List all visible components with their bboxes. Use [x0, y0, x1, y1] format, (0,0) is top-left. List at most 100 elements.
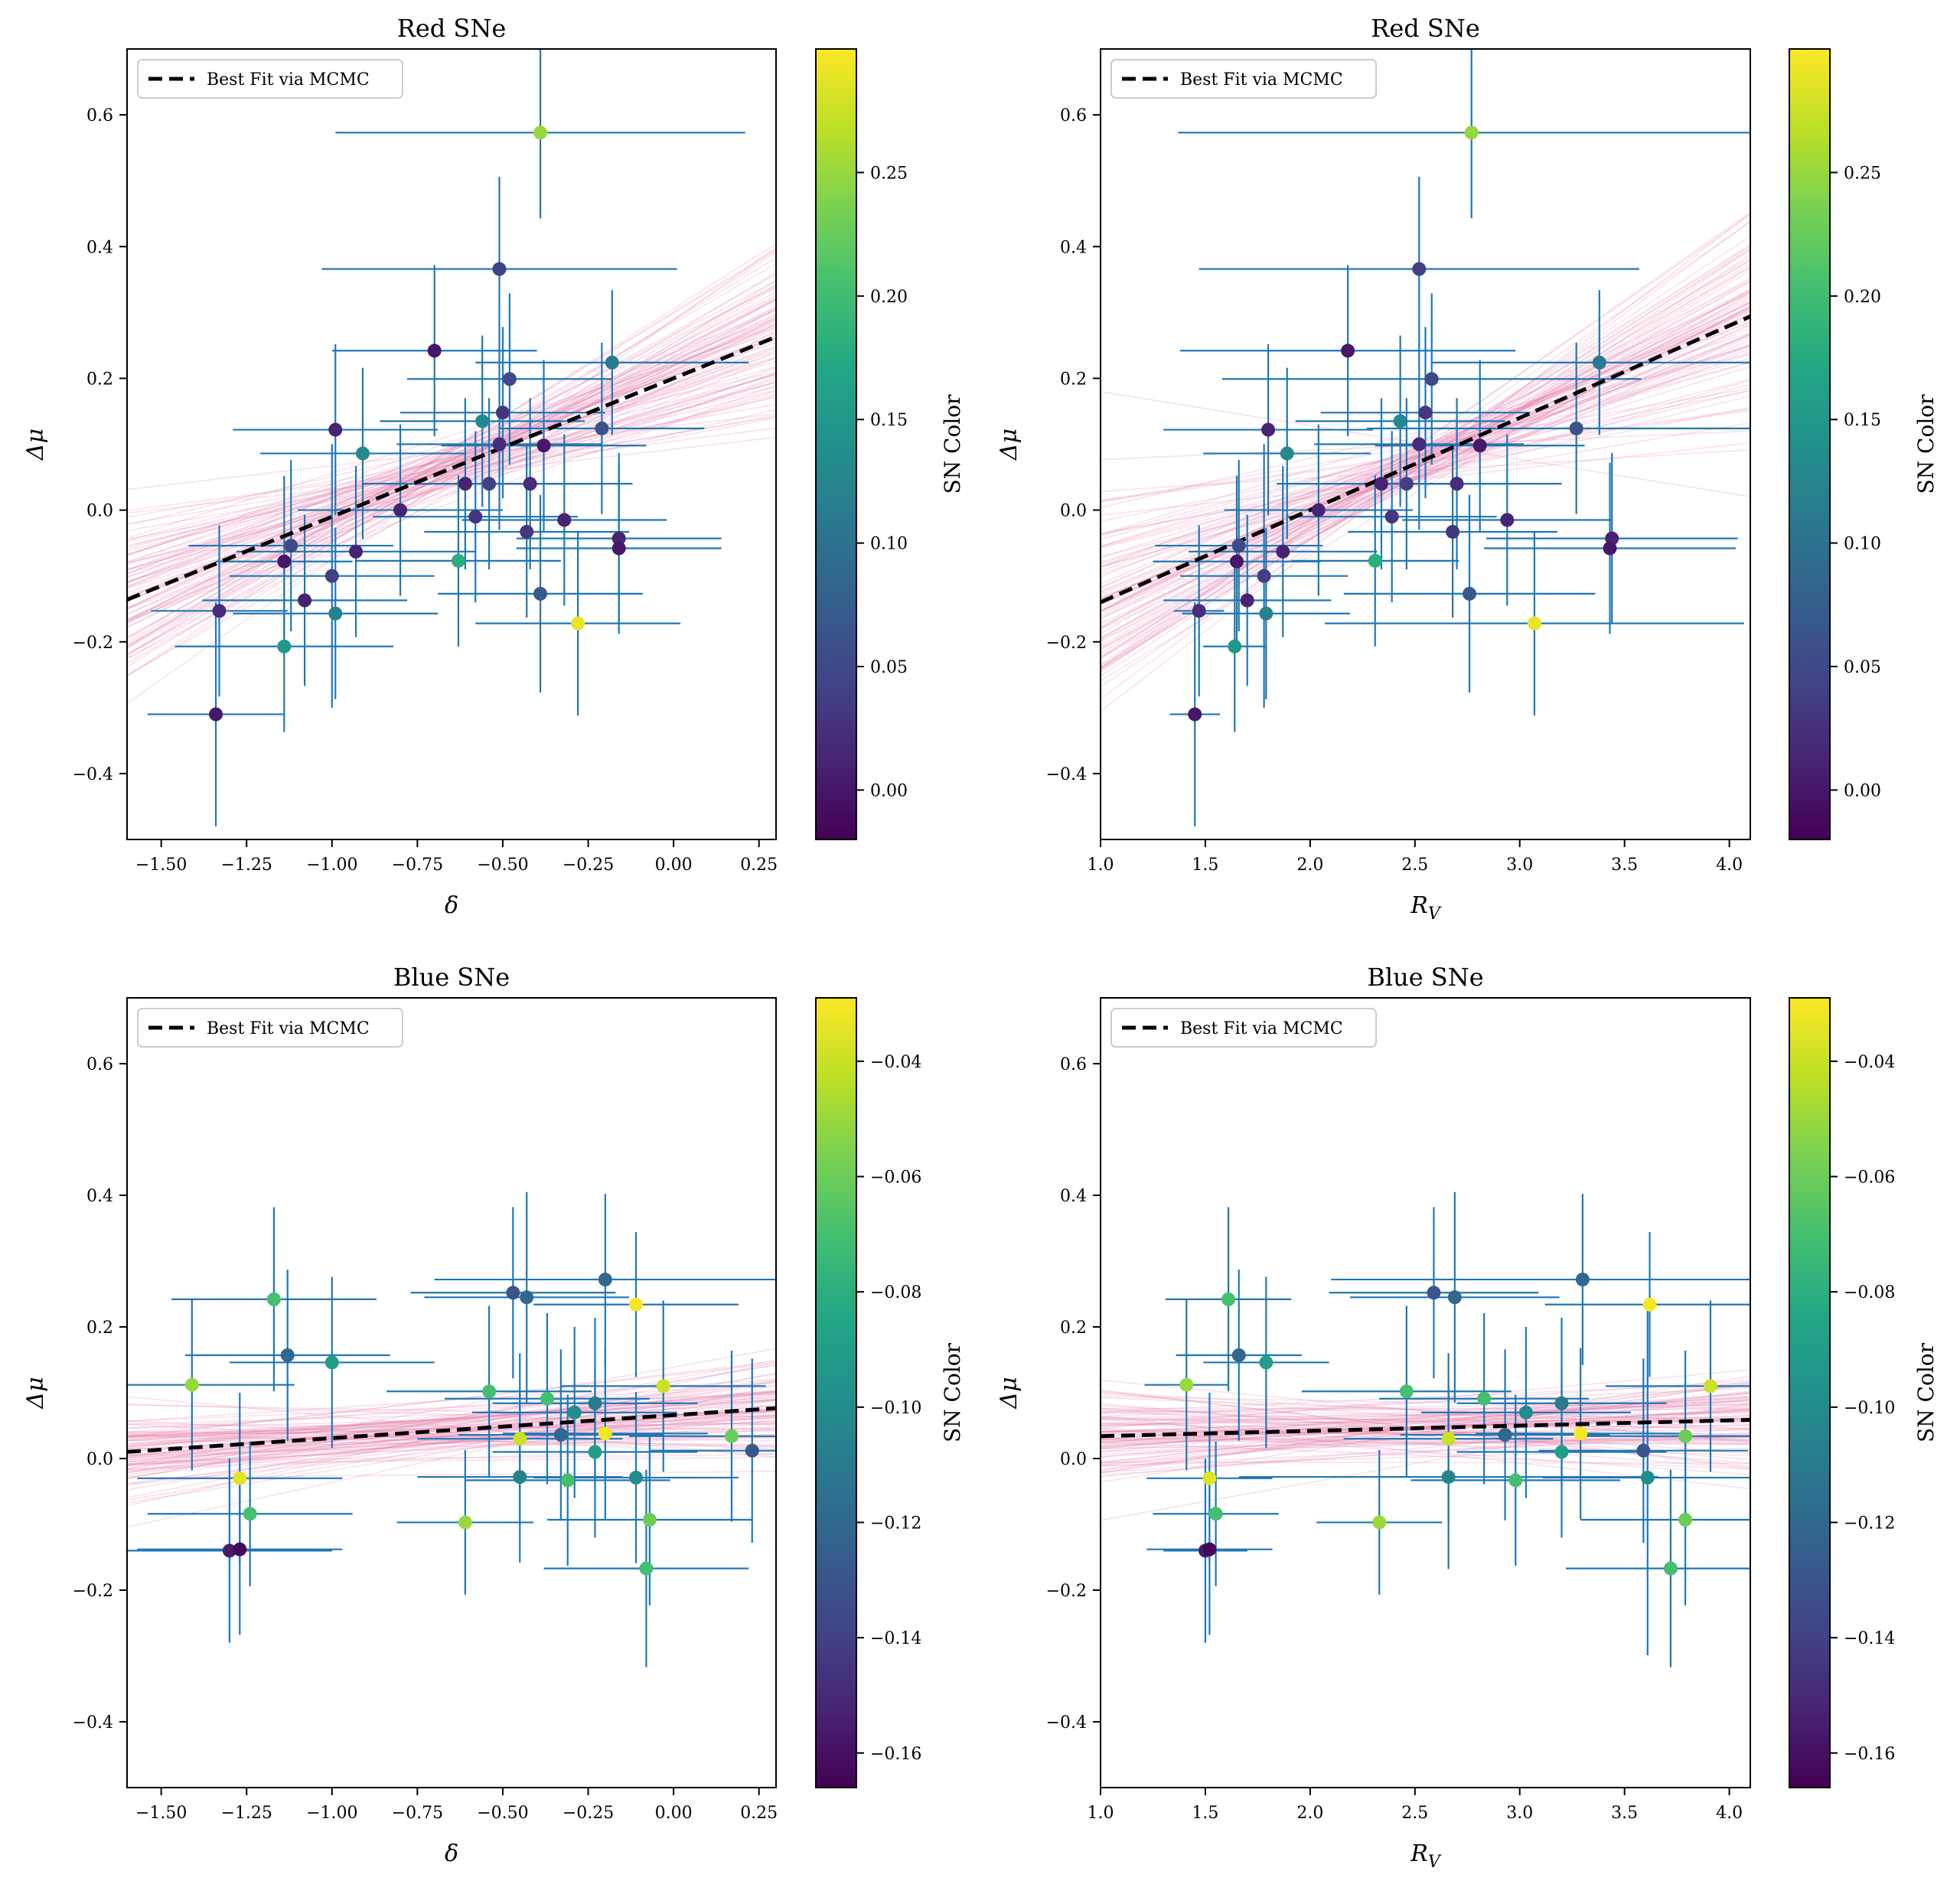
posterior-line [127, 1435, 776, 1439]
data-point [595, 421, 609, 435]
posterior-line [127, 1390, 776, 1449]
data-point [1261, 422, 1276, 437]
y-tick-label: −0.2 [73, 1582, 113, 1601]
posterior-line [127, 1429, 776, 1444]
colorbar-tick-label: −0.14 [870, 1629, 921, 1648]
axes-frame [126, 48, 777, 840]
data-point [1231, 1348, 1246, 1362]
x-tick-label: −1.50 [135, 856, 187, 875]
colorbar-tick-label: −0.06 [1844, 1169, 1895, 1188]
posterior-samples [1101, 1369, 1750, 1521]
data-point [588, 1445, 602, 1459]
data-point [1188, 707, 1202, 722]
data-point [1642, 1297, 1657, 1312]
posterior-line [127, 374, 776, 541]
y-tick-label: 0.4 [86, 238, 113, 257]
colorbar-tick-label: 0.05 [1844, 658, 1881, 677]
data-point [243, 1507, 257, 1521]
posterior-line [127, 1421, 776, 1436]
posterior-line [127, 306, 776, 649]
posterior-line [127, 1405, 776, 1425]
posterior-line [127, 342, 776, 556]
data-point [184, 1377, 199, 1392]
posterior-line [127, 296, 776, 647]
y-tick-label: −0.4 [1046, 1713, 1087, 1732]
data-point [451, 553, 465, 568]
data-point [1257, 569, 1271, 583]
data-point [1424, 372, 1439, 386]
posterior-line [127, 393, 776, 565]
posterior-line [127, 1420, 776, 1466]
data-point [1554, 1445, 1569, 1459]
data-point [1341, 344, 1355, 358]
colorbar: 0.00 0.05 0.10 0.15 0.20 0.25 SN Color [1789, 48, 1939, 840]
data-point [1500, 513, 1515, 527]
data-point [1399, 477, 1414, 491]
data-point [1372, 1515, 1387, 1530]
data-point [1464, 125, 1479, 140]
posterior-line [127, 1430, 776, 1442]
data-point [427, 344, 442, 358]
x-tick-label: −0.50 [477, 1804, 528, 1823]
data-point [222, 1543, 236, 1558]
data-point [1202, 1471, 1217, 1485]
posterior-line [127, 1436, 776, 1456]
colorbar-label: SN Color [1913, 1342, 1939, 1442]
data-point [523, 477, 537, 491]
posterior-line [127, 331, 776, 539]
data-point [1477, 1391, 1492, 1406]
posterior-line [127, 390, 776, 583]
posterior-line [127, 324, 776, 579]
plot-area [127, 49, 776, 826]
posterior-line [127, 298, 776, 644]
posterior-line [127, 370, 776, 526]
colorbar-tick-label: −0.12 [870, 1514, 921, 1533]
panel-3: −1.50 −1.25 −1.00 −0.75 −0.50 −0.25 0.00 0.25 −0… [22, 963, 965, 1867]
posterior-line [127, 384, 776, 621]
posterior-line [127, 339, 776, 623]
data-point [1703, 1379, 1717, 1393]
posterior-line [127, 1397, 776, 1441]
posterior-line [127, 346, 776, 583]
data-points [1179, 1273, 1717, 1576]
data-point [482, 477, 497, 491]
posterior-line [127, 1413, 776, 1472]
data-point [1574, 1426, 1588, 1441]
axes-frame [126, 997, 777, 1788]
x-tick-label: 0.25 [740, 856, 778, 875]
data-point [1412, 437, 1427, 451]
posterior-line [127, 318, 776, 621]
x-tick-label: −0.25 [563, 856, 614, 875]
posterior-line [127, 1396, 776, 1458]
legend: Best Fit via MCMC [1110, 59, 1377, 99]
data-point [1472, 438, 1487, 453]
y-tick-label: 0.0 [86, 502, 113, 521]
data-point [1311, 503, 1326, 517]
data-point [1518, 1405, 1533, 1420]
data-point [298, 593, 312, 608]
data-point [1368, 553, 1382, 568]
posterior-line [127, 247, 776, 704]
posterior-line [127, 333, 776, 588]
data-point [458, 1515, 472, 1530]
data-point [642, 1512, 657, 1527]
data-point [468, 510, 483, 524]
data-point [536, 438, 551, 453]
posterior-line [127, 1436, 776, 1449]
colorbar-tick-label: −0.08 [1844, 1283, 1895, 1302]
posterior-line [127, 1420, 776, 1461]
x-tick-label: 2.0 [1296, 856, 1323, 875]
y-tick-label: 0.2 [1060, 370, 1087, 389]
colorbar-tick-label: 0.05 [870, 658, 908, 677]
data-point [1374, 477, 1388, 491]
data-point [588, 1396, 602, 1410]
plot-area [1101, 1191, 1750, 1667]
data-point [1427, 1286, 1441, 1300]
posterior-line [1101, 1379, 1750, 1443]
data-point [1450, 477, 1464, 491]
colorbar-tick-label: 0.25 [1844, 164, 1881, 183]
posterior-line [127, 286, 776, 660]
y-axis-label: Δμ [996, 1377, 1022, 1409]
data-point [328, 422, 343, 437]
x-axis-label: δ [445, 1840, 458, 1867]
